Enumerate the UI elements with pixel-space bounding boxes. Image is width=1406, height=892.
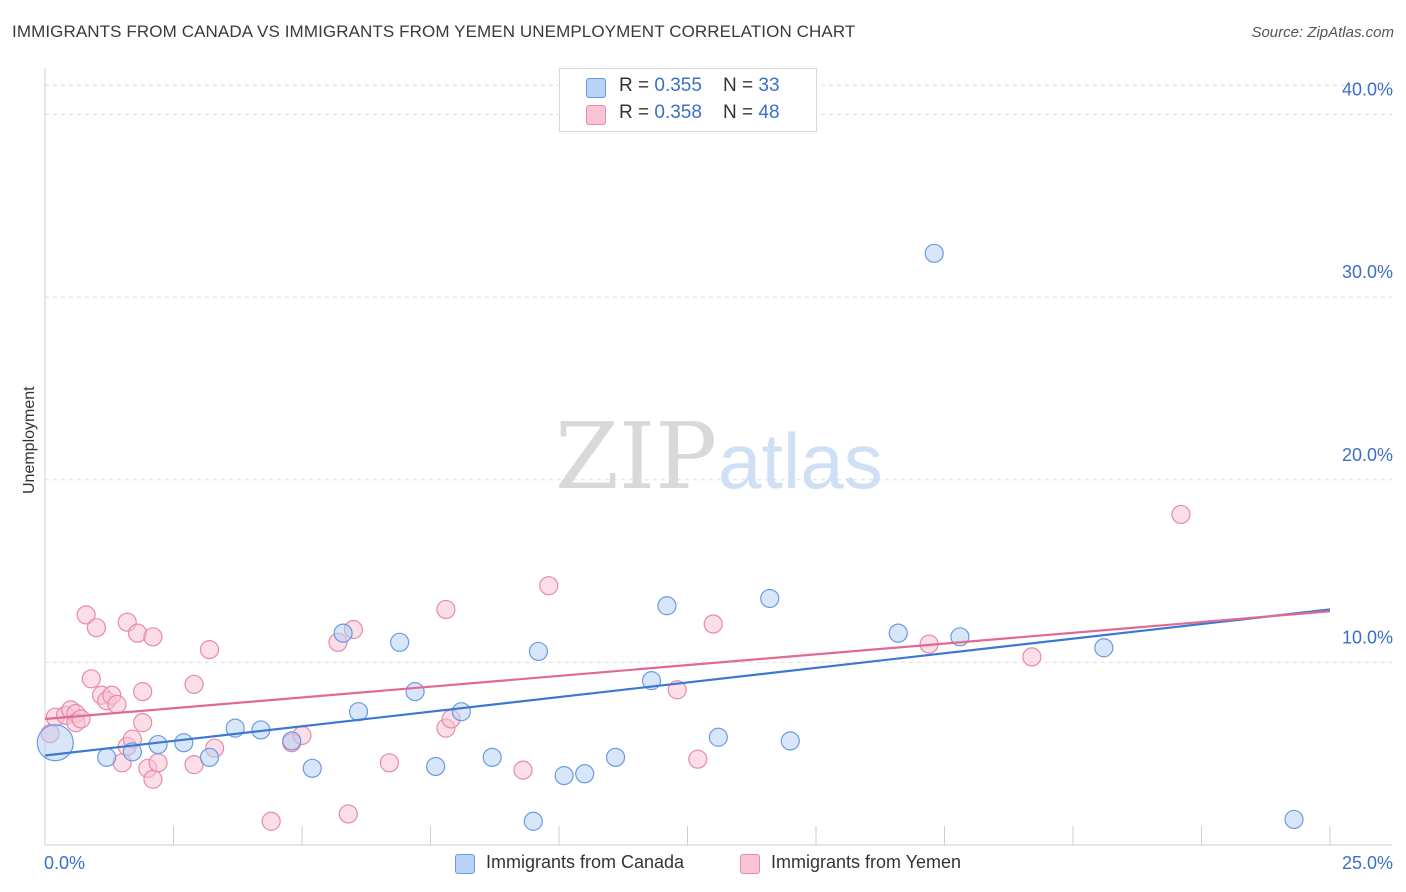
yemen-point-33: [338, 804, 358, 824]
canada-point-17: [523, 811, 543, 831]
canada-point-4: [174, 733, 194, 753]
canada-trend-line: [44, 608, 1331, 757]
yemen-point-35: [379, 753, 399, 773]
canada-point-13: [405, 681, 425, 702]
canada-point-0: [36, 724, 74, 762]
yemen-point-41: [667, 680, 687, 700]
tick-labels: 10.0% 20.0% 30.0% 40.0% 0.0% 25.0%: [44, 80, 1393, 873]
canada-point-19: [554, 766, 574, 786]
yemen-point-9: [86, 618, 107, 638]
canada-point-28: [924, 243, 944, 263]
canada-point-30: [1094, 638, 1114, 658]
canada-point-24: [708, 727, 728, 747]
canada-point-1: [97, 747, 117, 767]
yemen-point-27: [199, 639, 220, 660]
bottom-legend-swatch-canada: [455, 854, 475, 874]
canada-point-10: [333, 623, 353, 643]
canada-point-25: [760, 588, 780, 609]
canada-points: [36, 243, 1304, 831]
canada-point-21: [605, 747, 626, 767]
yemen-point-40: [539, 576, 559, 596]
canada-point-5: [199, 747, 220, 767]
bottom-legend-swatch-yemen: [740, 854, 760, 874]
yemen-point-24: [148, 753, 168, 773]
legend-yemen-r-label: R =: [619, 102, 655, 123]
canada-point-9: [302, 758, 322, 778]
yemen-point-46: [1171, 504, 1191, 525]
y-tick-label-10: 10.0%: [1342, 627, 1393, 647]
correlation-legend: R = 0.355 N = 33 R = 0.358 N = 48: [559, 68, 817, 132]
yemen-point-20: [133, 713, 153, 733]
yemen-point-45: [1022, 647, 1042, 667]
legend-yemen-n-label: N =: [723, 102, 759, 123]
canada-point-16: [482, 747, 502, 767]
canada-point-3: [148, 734, 168, 755]
legend-yemen-n-value: 48: [758, 102, 780, 123]
canada-point-2: [122, 742, 142, 762]
gridlines: [45, 84, 1392, 663]
yemen-point-7: [76, 605, 96, 625]
axes: [44, 68, 1392, 846]
yemen-point-22: [143, 627, 163, 647]
y-tick-label-20: 20.0%: [1342, 445, 1393, 465]
y-tick-label-40: 40.0%: [1342, 80, 1393, 100]
legend-canada-n-label: N =: [723, 75, 759, 96]
yemen-point-37: [436, 599, 456, 620]
canada-point-14: [426, 756, 446, 777]
yemen-point-13: [107, 694, 127, 714]
legend-swatch-yemen: [586, 105, 606, 125]
canada-point-18: [528, 641, 549, 662]
legend-swatch-canada: [586, 78, 606, 98]
watermark-zip: ZIP: [555, 403, 717, 510]
canada-point-26: [780, 731, 800, 751]
bottom-legend-label-canada: Immigrants from Canada: [486, 852, 685, 872]
yemen-point-42: [688, 749, 708, 769]
yemen-point-26: [184, 755, 204, 775]
bottom-legend-label-yemen: Immigrants from Yemen: [771, 852, 962, 872]
x-tick-label-min: 0.0%: [44, 853, 85, 873]
trend-lines: [44, 608, 1331, 757]
yemen-point-19: [133, 681, 153, 702]
canada-point-20: [575, 764, 595, 784]
y-tick-label-30: 30.0%: [1342, 262, 1393, 282]
x-tick-label-max: 25.0%: [1342, 853, 1393, 873]
canada-point-23: [657, 596, 677, 616]
legend-canada-r-label: R =: [619, 75, 655, 96]
canada-point-8: [282, 731, 302, 751]
canada-point-11: [348, 702, 369, 722]
legend-canada-r-value: 0.355: [654, 75, 702, 96]
yemen-point-6: [71, 709, 91, 729]
legend-canada-n-value: 33: [758, 75, 780, 96]
yemen-point-29: [261, 811, 281, 831]
canada-point-31: [1284, 809, 1304, 830]
yemen-point-25: [184, 674, 204, 694]
yemen-point-43: [703, 614, 723, 634]
legend-yemen-r-value: 0.358: [654, 102, 702, 123]
watermark-atlas: atlas: [718, 417, 883, 505]
source-label: Source: ZipAtlas.com: [1251, 24, 1394, 41]
canada-point-12: [390, 632, 410, 652]
yemen-trend-line: [44, 610, 1331, 721]
canada-point-15: [451, 702, 471, 722]
yemen-point-8: [81, 669, 101, 689]
yemen-point-39: [513, 760, 533, 780]
canada-point-27: [888, 623, 908, 643]
yemen-point-23: [143, 769, 163, 789]
yemen-points: [40, 504, 1191, 831]
chart-title: IMMIGRANTS FROM CANADA VS IMMIGRANTS FRO…: [12, 22, 856, 41]
